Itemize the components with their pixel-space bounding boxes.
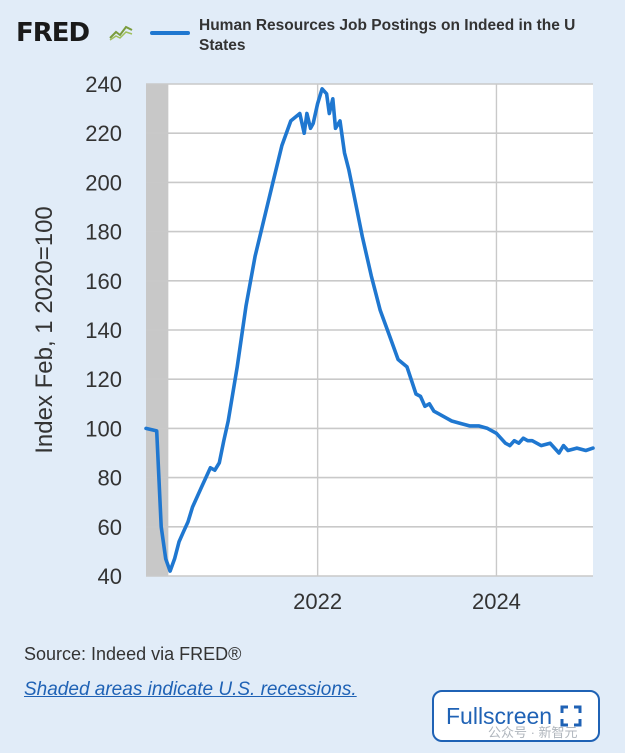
y-tick-label: 180: [85, 220, 122, 245]
y-tick-label: 80: [98, 466, 122, 491]
y-tick-label: 40: [98, 564, 122, 589]
y-tick-label: 140: [85, 318, 122, 343]
y-tick-label: 100: [85, 416, 122, 441]
fred-chart-icon: [108, 20, 134, 42]
series-line-0: [144, 87, 595, 573]
legend-title-line2: States: [199, 37, 246, 54]
y-tick-label: 160: [85, 269, 122, 294]
legend-title-line1: Human Resources Job Postings on Indeed i…: [199, 17, 576, 34]
y-tick-label: 120: [85, 367, 122, 392]
fullscreen-button[interactable]: Fullscreen: [432, 690, 600, 742]
x-tick-label: 2024: [472, 589, 521, 614]
y-tick-label: 240: [85, 72, 122, 97]
fullscreen-icon: [560, 705, 582, 727]
y-tick-label: 200: [85, 170, 122, 195]
line-chart: 240 220 200 180 160 140 120 100 80 60 40 2022 2024 In…: [31, 72, 595, 614]
watermark: 公众号 · 新智元: [488, 725, 578, 740]
chart-header: FRED Human Resources Job Postings on Ind…: [0, 0, 625, 70]
fullscreen-label: Fullscreen: [446, 702, 553, 729]
legend-series-swatch: [150, 31, 190, 35]
fred-logo[interactable]: FRED: [16, 18, 90, 48]
x-tick-label: 2022: [293, 589, 342, 614]
y-axis-title: Index Feb, 1 2020=100: [31, 206, 58, 454]
y-tick-label: 220: [85, 121, 122, 146]
recession-note-link[interactable]: Shaded areas indicate U.S. recessions.: [24, 679, 357, 700]
legend-series-title[interactable]: Human Resources Job Postings on Indeed i…: [199, 16, 625, 56]
y-tick-label: 60: [98, 515, 122, 540]
source-note: Source: Indeed via FRED®: [24, 644, 242, 664]
